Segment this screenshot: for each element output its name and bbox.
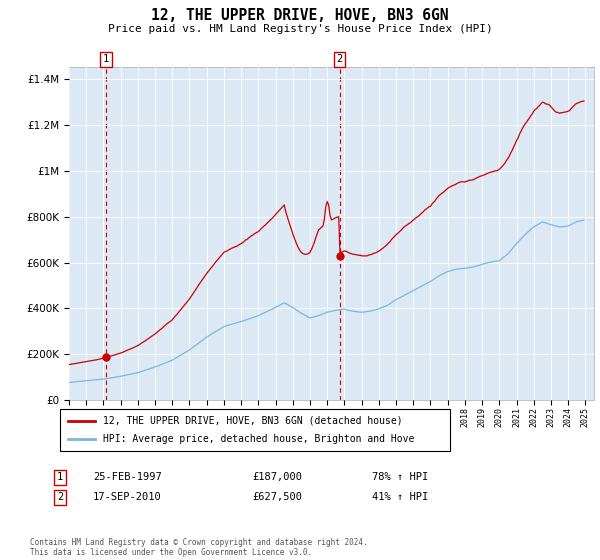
Text: Price paid vs. HM Land Registry's House Price Index (HPI): Price paid vs. HM Land Registry's House … [107, 24, 493, 34]
Text: 1: 1 [57, 472, 63, 482]
Text: 2: 2 [57, 492, 63, 502]
Text: 25-FEB-1997: 25-FEB-1997 [93, 472, 162, 482]
Text: 41% ↑ HPI: 41% ↑ HPI [372, 492, 428, 502]
Text: £187,000: £187,000 [252, 472, 302, 482]
Text: 12, THE UPPER DRIVE, HOVE, BN3 6GN (detached house): 12, THE UPPER DRIVE, HOVE, BN3 6GN (deta… [103, 416, 403, 426]
Text: £627,500: £627,500 [252, 492, 302, 502]
Text: Contains HM Land Registry data © Crown copyright and database right 2024.
This d: Contains HM Land Registry data © Crown c… [30, 538, 368, 557]
Text: 17-SEP-2010: 17-SEP-2010 [93, 492, 162, 502]
Text: HPI: Average price, detached house, Brighton and Hove: HPI: Average price, detached house, Brig… [103, 434, 414, 444]
Text: 78% ↑ HPI: 78% ↑ HPI [372, 472, 428, 482]
Text: 1: 1 [103, 54, 109, 64]
Text: 12, THE UPPER DRIVE, HOVE, BN3 6GN: 12, THE UPPER DRIVE, HOVE, BN3 6GN [151, 8, 449, 24]
Text: 2: 2 [337, 54, 343, 64]
